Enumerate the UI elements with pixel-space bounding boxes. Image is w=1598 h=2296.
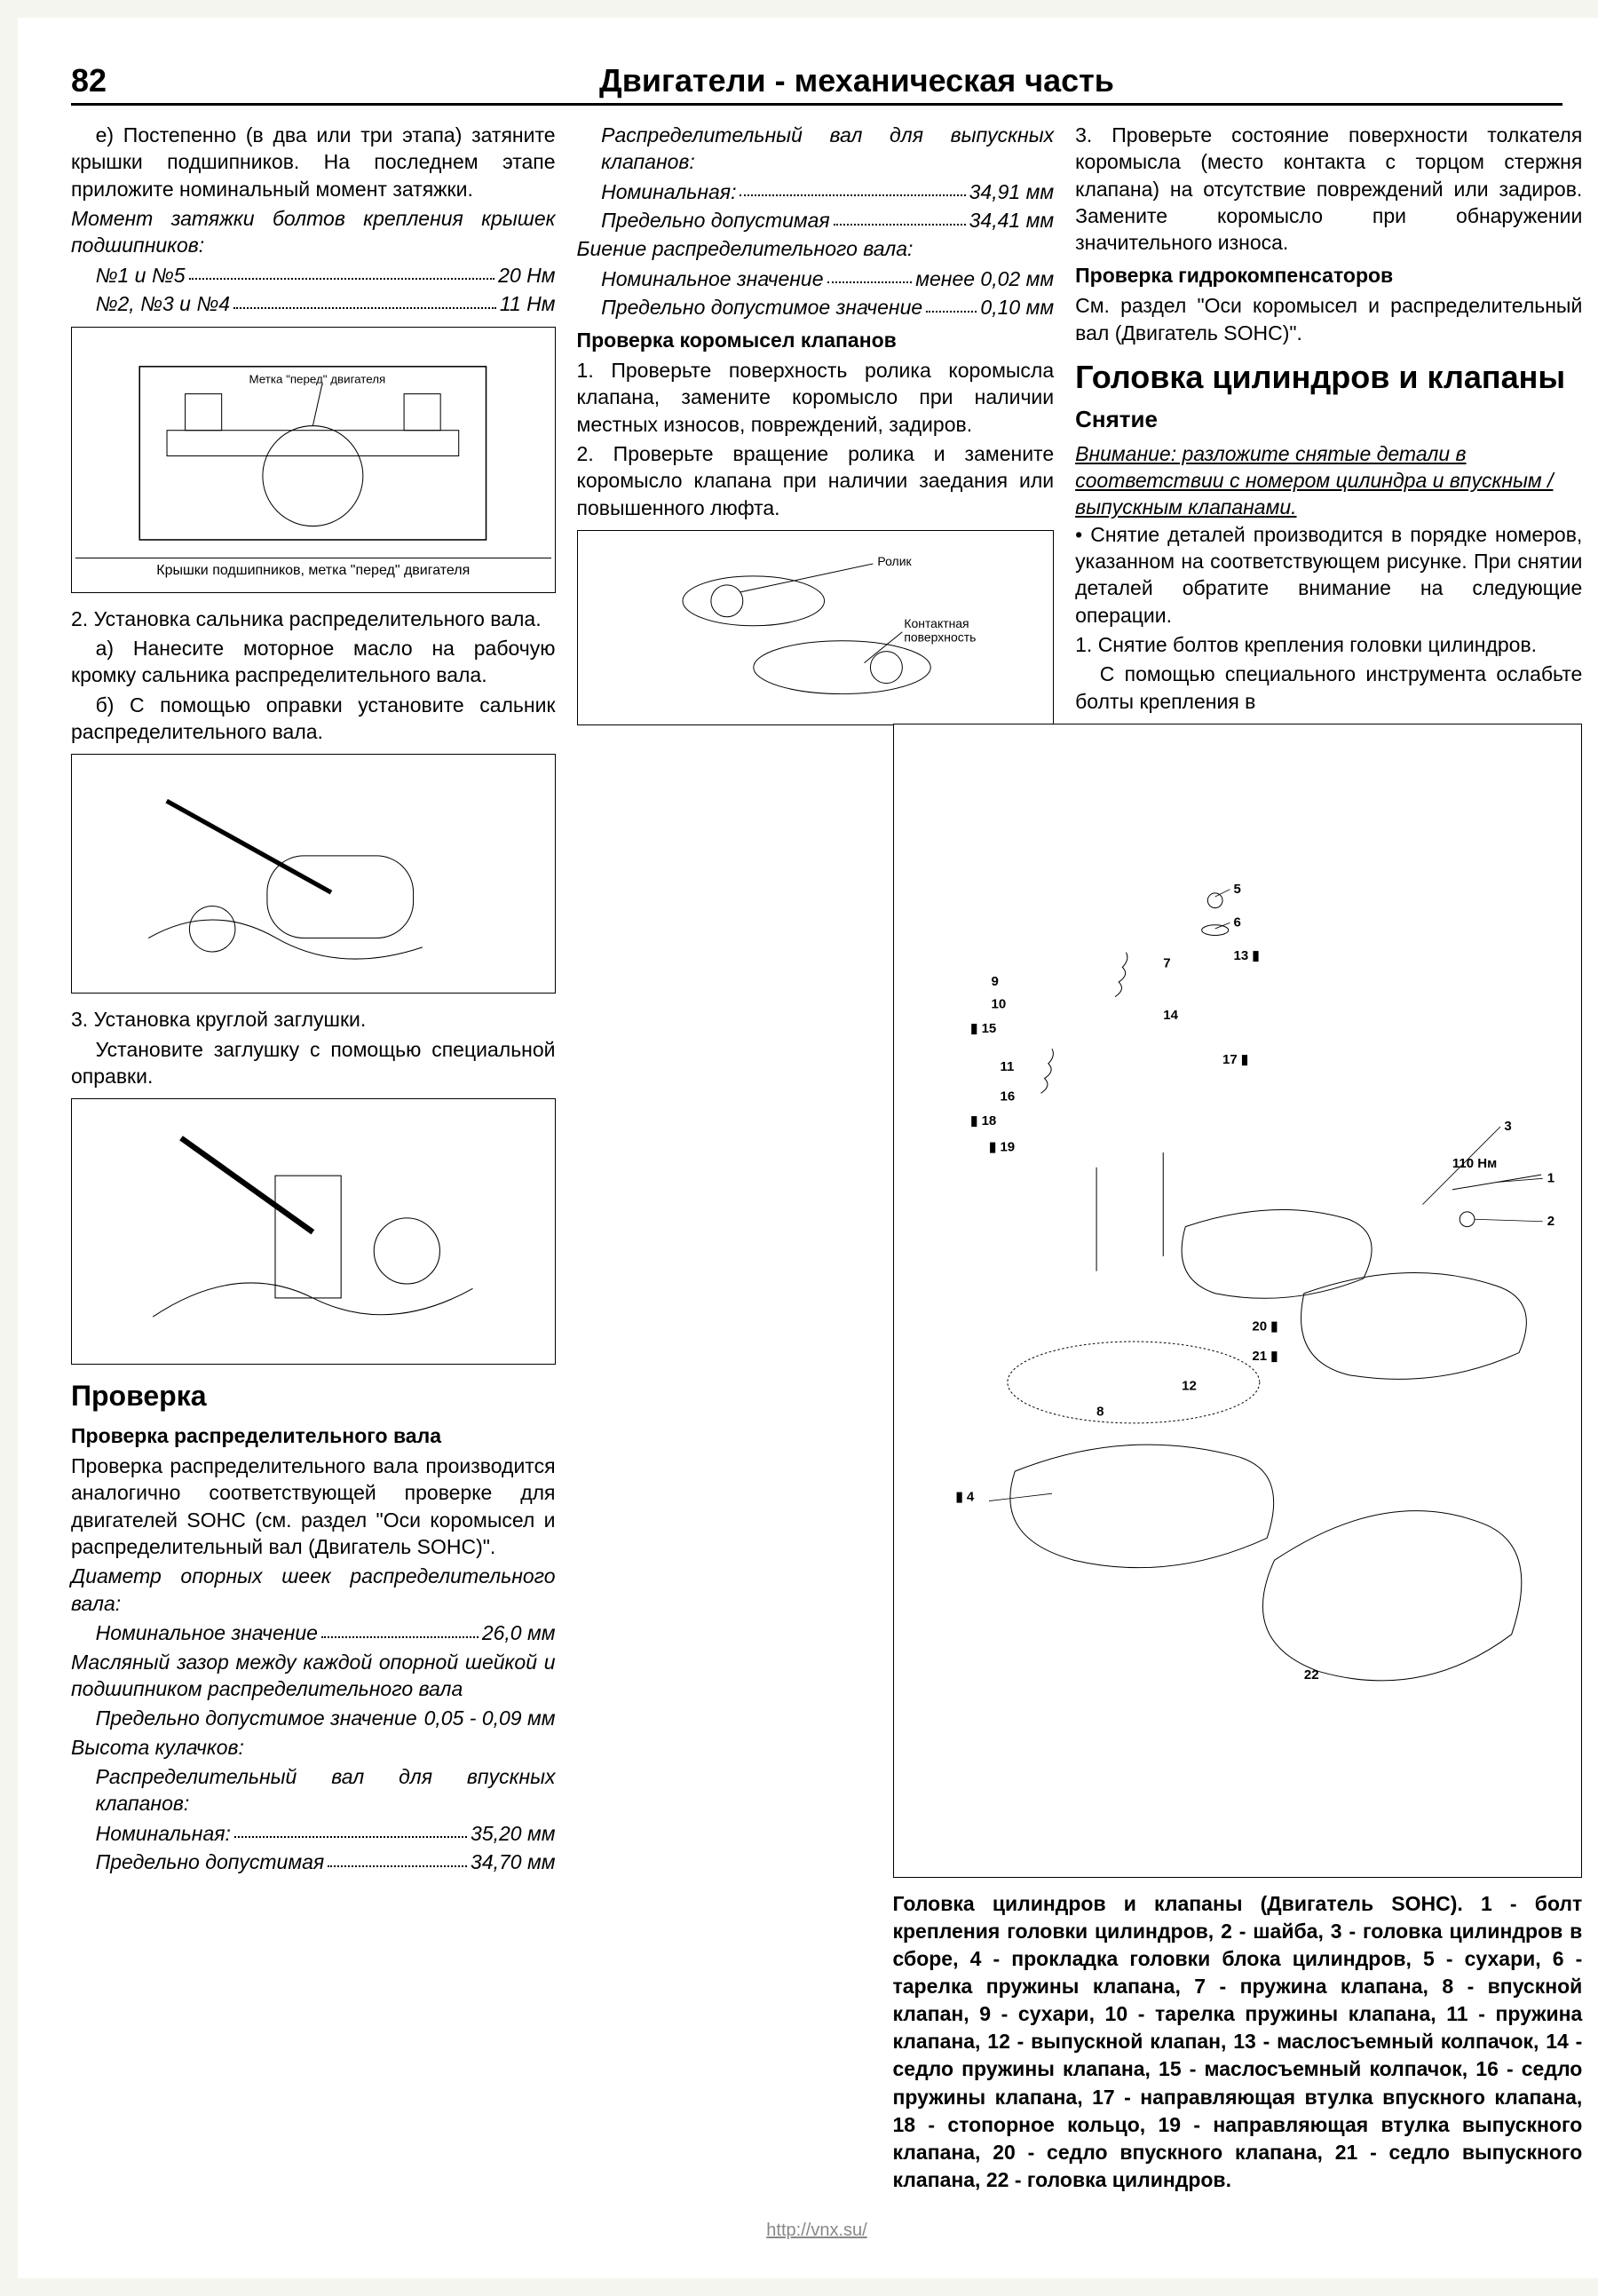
spec-row: Предельно допустимое значение 0,05 - 0,0… bbox=[71, 1705, 556, 1731]
plug-svg bbox=[87, 1110, 539, 1355]
removal-heading: Снятие bbox=[1075, 404, 1582, 434]
torque-heading: Момент затяжки болтов крепления крышек п… bbox=[71, 205, 556, 259]
text: а) Нанесите моторное масло на рабочую кр… bbox=[71, 635, 556, 689]
svg-text:Контактная: Контактная bbox=[904, 616, 969, 630]
svg-text:16: 16 bbox=[1001, 1089, 1016, 1104]
text: 1. Снятие болтов крепления головки цилин… bbox=[1075, 631, 1582, 658]
spec-row: Номинальная: 35,20 мм bbox=[71, 1820, 556, 1847]
text: 2. Проверьте вращение ролика и замените … bbox=[577, 440, 1055, 521]
svg-text:поверхность: поверхность bbox=[904, 630, 976, 645]
rocker-heading: Проверка коромысел клапанов bbox=[577, 327, 1055, 353]
torque-row-1: №1 и №5 20 Нм bbox=[71, 262, 556, 289]
svg-text:5: 5 bbox=[1234, 882, 1241, 897]
svg-text:▮ 4: ▮ 4 bbox=[956, 1490, 975, 1505]
figure-rocker-arm: Ролик Контактная поверхность bbox=[577, 530, 1055, 725]
text: 2. Установка сальника распределительного… bbox=[71, 606, 556, 632]
svg-text:14: 14 bbox=[1163, 1008, 1178, 1023]
text: е) Постепенно (в два или три этапа) затя… bbox=[71, 122, 556, 202]
svg-text:17 ▮: 17 ▮ bbox=[1222, 1052, 1248, 1067]
text: См. раздел "Оси коромысел и распределите… bbox=[1075, 292, 1582, 346]
column-1: е) Постепенно (в два или три этапа) затя… bbox=[71, 122, 556, 2194]
svg-text:110 Нм: 110 Нм bbox=[1452, 1156, 1497, 1171]
cylinder-head-heading: Головка цилиндров и клапаны bbox=[1075, 359, 1582, 395]
check-heading: Проверка bbox=[71, 1377, 556, 1414]
text: • Снятие деталей производится в порядке … bbox=[1075, 521, 1582, 629]
svg-text:6: 6 bbox=[1234, 915, 1241, 930]
svg-text:13 ▮: 13 ▮ bbox=[1234, 948, 1260, 963]
spec-subheading: Распределительный вал для выпускных клап… bbox=[577, 122, 1055, 176]
text: 3. Проверьте состояние поверхности толка… bbox=[1075, 122, 1582, 257]
svg-text:3: 3 bbox=[1504, 1119, 1511, 1134]
check-subheading: Проверка распределительного вала bbox=[71, 1422, 556, 1449]
svg-text:▮ 18: ▮ 18 bbox=[970, 1113, 996, 1128]
svg-text:Ролик: Ролик bbox=[877, 554, 912, 568]
svg-text:1: 1 bbox=[1547, 1171, 1554, 1186]
column-3: 3. Проверьте состояние поверхности толка… bbox=[1075, 122, 1582, 2194]
svg-text:11: 11 bbox=[1001, 1059, 1015, 1074]
spec-row: Предельно допустимое значение 0,10 мм bbox=[577, 294, 1055, 321]
text: Установите заглушку с помощью специально… bbox=[71, 1036, 556, 1090]
fig1-label: Метка "перед" двигателя bbox=[249, 372, 386, 385]
svg-text:22: 22 bbox=[1304, 1667, 1319, 1682]
seal-svg bbox=[87, 764, 539, 984]
svg-text:8: 8 bbox=[1096, 1405, 1104, 1420]
exploded-svg: 5 6 13 ▮ 7 14 9 10 ▮ 15 11 16 ▮ 18 ▮ 19 bbox=[904, 740, 1570, 1862]
torque-row-2: №2, №3 и №4 11 Нм bbox=[71, 290, 556, 317]
text: 1. Проверьте поверхность ролика коромысл… bbox=[577, 357, 1055, 438]
page-header: 82 Двигатели - механическая часть bbox=[71, 62, 1562, 106]
svg-text:10: 10 bbox=[992, 996, 1007, 1011]
page-number: 82 bbox=[71, 62, 151, 99]
spec-heading: Масляный зазор между каждой опорной шейк… bbox=[71, 1649, 556, 1703]
svg-text:▮ 15: ▮ 15 bbox=[970, 1021, 996, 1036]
text: б) С помощью оправки установите сальник … bbox=[71, 692, 556, 746]
text: С помощью специального инструмента ослаб… bbox=[1075, 661, 1582, 715]
figure-bearing-caps: Метка "перед" двигателя Крышки подшипник… bbox=[71, 327, 556, 593]
text: Проверка распределительного вала произво… bbox=[71, 1453, 556, 1560]
spec-heading: Высота кулачков: bbox=[71, 1734, 556, 1761]
manual-page: 82 Двигатели - механическая часть е) Пос… bbox=[18, 18, 1598, 2278]
svg-text:12: 12 bbox=[1182, 1378, 1197, 1393]
svg-text:▮ 19: ▮ 19 bbox=[989, 1140, 1015, 1155]
figure-caption: Крышки подшипников, метка "перед" двигат… bbox=[75, 558, 551, 580]
svg-text:9: 9 bbox=[992, 974, 999, 989]
spec-row: Номинальная: 34,91 мм bbox=[577, 178, 1055, 205]
figure-exploded-view: 5 6 13 ▮ 7 14 9 10 ▮ 15 11 16 ▮ 18 ▮ 19 bbox=[893, 724, 1583, 1878]
exploded-figure-wrap: 5 6 13 ▮ 7 14 9 10 ▮ 15 11 16 ▮ 18 ▮ 19 bbox=[893, 724, 1583, 2194]
spec-row: Предельно допустимая 34,41 мм bbox=[577, 207, 1055, 234]
svg-text:2: 2 bbox=[1547, 1214, 1554, 1229]
spec-row: Номинальное значение менее 0,02 мм bbox=[577, 265, 1055, 292]
svg-text:7: 7 bbox=[1163, 955, 1170, 970]
footer-url[interactable]: http://vnx.su/ bbox=[71, 2221, 1562, 2241]
header-title: Двигатели - механическая часть bbox=[151, 62, 1562, 99]
spec-row: Предельно допустимая 34,70 мм bbox=[71, 1849, 556, 1875]
spec-subheading: Распределительный вал для впускных клапа… bbox=[71, 1763, 556, 1817]
svg-text:20 ▮: 20 ▮ bbox=[1253, 1319, 1278, 1334]
text: 3. Установка круглой заглушки. bbox=[71, 1006, 556, 1033]
exploded-caption: Головка цилиндров и клапаны (Двигатель S… bbox=[893, 1890, 1583, 2194]
figure-plug-install bbox=[71, 1098, 556, 1365]
figure-seal-install bbox=[71, 754, 556, 994]
spec-heading: Биение распределительного вала: bbox=[577, 235, 1055, 262]
spec-row: Номинальное значение 26,0 мм bbox=[71, 1619, 556, 1646]
svg-text:21 ▮: 21 ▮ bbox=[1253, 1349, 1278, 1364]
spec-heading: Диаметр опорных шеек распределительного … bbox=[71, 1563, 556, 1617]
bearing-caps-svg: Метка "перед" двигателя bbox=[87, 339, 539, 558]
hydro-heading: Проверка гидрокомпенсаторов bbox=[1075, 262, 1582, 289]
rocker-svg: Ролик Контактная поверхность bbox=[593, 539, 1038, 717]
warning: Внимание: разложите снятые детали в соот… bbox=[1075, 442, 1553, 519]
